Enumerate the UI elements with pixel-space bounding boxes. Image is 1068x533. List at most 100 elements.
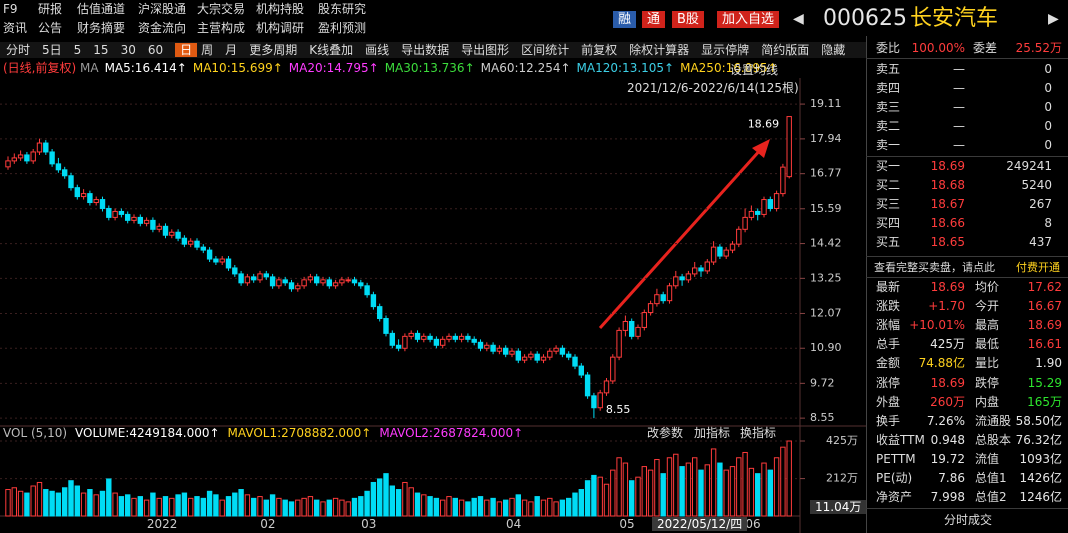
stat-label: 涨停 [876, 375, 901, 390]
header-button[interactable]: 融 [613, 10, 637, 28]
settings-link[interactable]: 设置均线 [730, 63, 779, 77]
toolbar-item[interactable]: 日 [175, 43, 198, 57]
candle-body [169, 231, 175, 236]
volume-bar [641, 466, 647, 517]
candle-body [748, 210, 755, 218]
volume-bar [773, 457, 780, 517]
toolbar-item[interactable]: 月 [225, 43, 238, 57]
candle-body [477, 341, 484, 349]
candle-body [521, 356, 528, 361]
nav-link[interactable]: 主营构成 [197, 21, 246, 35]
toolbar-item[interactable]: 更多周期 [249, 43, 298, 57]
candle-body [616, 329, 622, 358]
toolbar-item[interactable]: 60 [147, 43, 164, 57]
nav-link[interactable]: 估值通道 [77, 2, 126, 16]
toolbar-item[interactable]: 区间统计 [521, 43, 570, 57]
upgrade-link[interactable]: 付费开通 [1016, 260, 1060, 274]
nav-link[interactable]: 研报 [38, 2, 63, 16]
next-button[interactable]: ▶ [1048, 11, 1059, 27]
nav-link[interactable]: 资金流向 [138, 21, 187, 35]
volume-bar [17, 490, 24, 517]
toolbar-item[interactable]: 5日 [42, 43, 62, 57]
quantity: 0 [1044, 81, 1052, 95]
volume-bar [301, 497, 307, 517]
toolbar-item[interactable]: 周 [201, 43, 214, 57]
price: — [953, 119, 965, 133]
stat-value: 7.26% [926, 413, 965, 428]
toolbar-item[interactable]: 画线 [365, 43, 390, 57]
candle-body [660, 294, 666, 302]
header-button[interactable]: 通 [642, 10, 666, 28]
header-button[interactable]: B股 [672, 10, 704, 28]
toolbar-item[interactable]: 导出数据 [401, 43, 450, 57]
volume-bar [509, 497, 515, 517]
indicator-button[interactable]: 换指标 [740, 426, 777, 440]
volume-bar [125, 494, 131, 517]
nav-link[interactable]: 大宗交易 [197, 2, 246, 16]
y-tick-label: 10.90 [810, 341, 842, 354]
nav-link[interactable]: 资讯 [3, 21, 28, 35]
y-tick-label: 425万 [826, 434, 858, 447]
divider [866, 58, 1068, 59]
volume-bar [446, 496, 452, 517]
candle-body [106, 207, 112, 218]
label: 买二 [876, 178, 901, 192]
header-button[interactable]: 加入自选 [717, 10, 780, 28]
nav-link[interactable]: 沪深股通 [138, 2, 187, 16]
quantity: 267 [1029, 197, 1052, 211]
toolbar-item[interactable]: 简约版面 [761, 43, 810, 57]
tab[interactable]: 分时成交 [944, 513, 993, 527]
stat-label: 净资产 [876, 490, 913, 505]
price: 18.65 [930, 235, 965, 249]
toolbar-item[interactable]: 除权计算器 [629, 43, 690, 57]
candle-body [465, 335, 471, 340]
nav-link[interactable]: 财务摘要 [77, 21, 126, 35]
y-tick-label: 19.11 [810, 97, 842, 110]
volume-bar [99, 490, 106, 517]
quantity: 437 [1029, 235, 1052, 249]
toolbar-item[interactable]: 15 [93, 43, 109, 57]
toolbar-item[interactable]: 隐藏 [821, 43, 846, 57]
low-label: 8.55 [606, 403, 631, 416]
toolbar-item[interactable]: 导出图形 [461, 43, 510, 57]
ma-legend: MA250:16.095↑ [680, 61, 778, 75]
toolbar-item[interactable]: 30 [120, 43, 136, 57]
candle-body [74, 187, 80, 198]
stat-value: 16.61 [1027, 337, 1062, 352]
toolbar-item[interactable]: 显示停牌 [701, 43, 750, 57]
stat-label: 总值1 [975, 471, 1007, 485]
toolbar-item[interactable]: 前复权 [581, 43, 618, 57]
volume-bar [408, 487, 414, 517]
volume-bar [194, 496, 200, 517]
candle-body [320, 279, 326, 284]
indicator-button[interactable]: 加指标 [694, 426, 731, 440]
volume-bar [206, 490, 213, 517]
indicator-button[interactable]: 改参数 [647, 426, 684, 440]
candle-body [87, 193, 93, 204]
volume-bar [566, 497, 572, 517]
volume-bar [515, 494, 521, 517]
volume-bar [68, 480, 74, 517]
candle-body [364, 285, 370, 296]
arrow-head [752, 139, 770, 158]
toolbar-item[interactable]: K线叠加 [309, 43, 354, 57]
nav-link[interactable]: 公告 [38, 21, 63, 35]
volume-bar [106, 478, 112, 517]
nav-link[interactable]: 机构持股 [256, 2, 305, 16]
nav-link[interactable]: 机构调研 [256, 21, 305, 35]
candle-body [629, 320, 635, 337]
nav-link[interactable]: F9 [3, 2, 18, 16]
candle-body [288, 282, 295, 290]
candle-body [112, 210, 118, 218]
nav-link[interactable]: 股东研究 [318, 2, 367, 16]
candle-body [257, 273, 263, 281]
value: 25.52万 [1015, 41, 1062, 55]
y-tick-label: 16.77 [810, 167, 842, 180]
prev-button[interactable]: ◀ [793, 11, 804, 27]
candle-body [62, 169, 68, 177]
toolbar-item[interactable]: 分时 [6, 43, 31, 57]
toolbar-item[interactable]: 5 [73, 43, 82, 57]
nav-link[interactable]: 盈利预测 [318, 21, 367, 35]
chart: 19.11 17.94 16.77 15.59 14.42 13.25 12.07 10.90… [0, 78, 866, 533]
